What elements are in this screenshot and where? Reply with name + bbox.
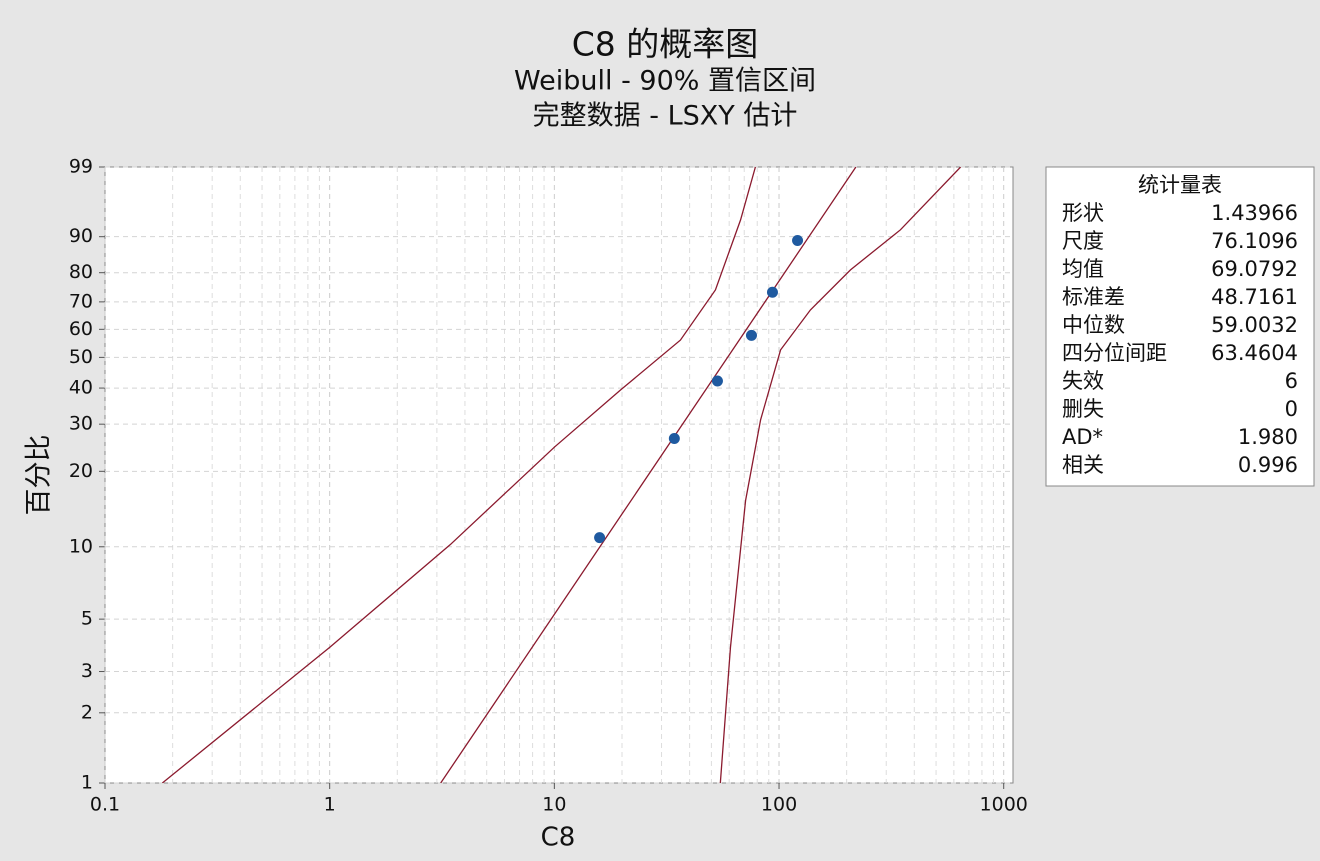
x-tick-label: 1: [324, 794, 336, 816]
stat-label: 失效: [1062, 369, 1104, 393]
stat-value: 76.1096: [1211, 229, 1298, 253]
x-tick-label: 1000: [980, 794, 1028, 816]
stat-label: AD*: [1062, 425, 1103, 449]
stats-box: [1045, 166, 1315, 487]
data-point: [668, 433, 680, 445]
y-tick-label: 99: [69, 156, 93, 178]
data-point: [766, 286, 778, 298]
data-point: [594, 532, 606, 544]
fit-line: [440, 167, 857, 783]
stat-value: 0: [1285, 397, 1298, 421]
data-point: [792, 235, 804, 247]
stat-value: 63.4604: [1211, 341, 1298, 365]
y-tick-label: 1: [81, 772, 93, 794]
y-tick-label: 5: [81, 608, 93, 630]
stat-value: 0.996: [1238, 453, 1298, 477]
y-tick-label: 70: [69, 290, 93, 312]
confidence-bound: [719, 167, 962, 783]
stat-label: 尺度: [1062, 229, 1104, 253]
y-axis-label: 百分比: [24, 435, 55, 516]
y-tick-label: 50: [69, 346, 93, 368]
stat-value: 59.0032: [1211, 313, 1298, 337]
stat-label: 相关: [1062, 453, 1104, 477]
y-tick-label: 90: [69, 225, 93, 247]
y-tick-label: 60: [69, 318, 93, 340]
stat-label: 形状: [1062, 201, 1104, 225]
y-tick-label: 3: [81, 660, 93, 682]
y-tick-label: 2: [81, 701, 93, 723]
chart-subtitle: Weibull - 90% 置信区间: [514, 66, 816, 97]
x-axis-label: C8: [541, 823, 576, 853]
x-tick-label: 10: [542, 794, 566, 816]
y-tick-label: 30: [69, 413, 93, 435]
stat-value: 1.980: [1238, 425, 1298, 449]
y-tick-label: 10: [69, 535, 93, 557]
chart-subtitle: 完整数据 - LSXY 估计: [533, 101, 798, 132]
data-point: [745, 329, 757, 341]
stat-value: 6: [1285, 369, 1298, 393]
y-tick-label: 20: [69, 460, 93, 482]
stat-label: 删失: [1062, 397, 1104, 421]
plot-area: [104, 166, 1014, 784]
stat-value: 48.7161: [1211, 285, 1298, 309]
data-point: [711, 375, 723, 387]
stat-label: 均值: [1062, 257, 1104, 281]
y-tick-label: 40: [69, 377, 93, 399]
stat-label: 标准差: [1062, 285, 1125, 309]
stat-label: 中位数: [1062, 313, 1125, 337]
stat-value: 1.43966: [1211, 201, 1298, 225]
confidence-bound: [161, 167, 757, 783]
stat-label: 四分位间距: [1062, 341, 1167, 365]
chart-title: C8 的概率图: [572, 25, 759, 64]
stats-title: 统计量表: [1138, 173, 1222, 197]
stat-value: 69.0792: [1211, 257, 1298, 281]
y-tick-label: 80: [69, 261, 93, 283]
x-tick-label: 0.1: [90, 794, 120, 816]
x-tick-label: 100: [761, 794, 797, 816]
